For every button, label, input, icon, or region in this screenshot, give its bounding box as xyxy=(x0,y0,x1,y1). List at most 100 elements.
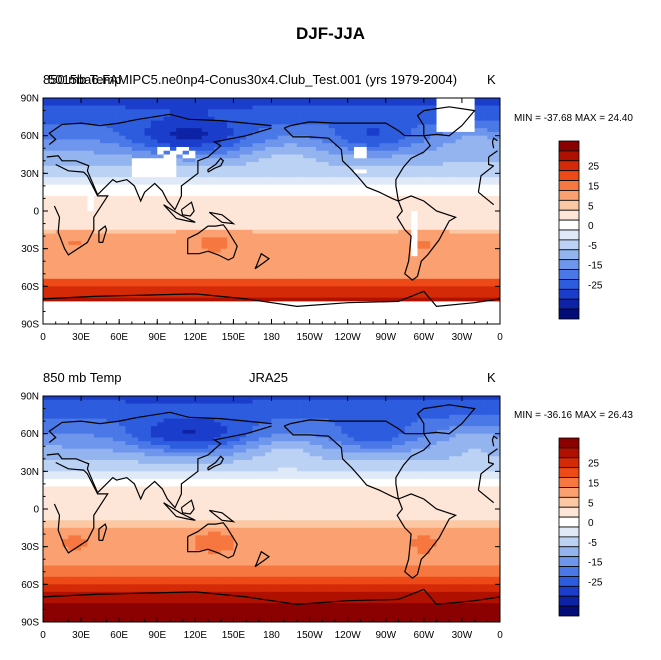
x-tick-label: 150W xyxy=(297,332,324,343)
colorbar-box xyxy=(558,249,580,261)
colorbar-box xyxy=(558,595,580,607)
x-tick-label: 120W xyxy=(335,630,362,641)
colorbar-box xyxy=(558,536,580,548)
panel2-minmax: MIN = -36.16 MAX = 26.43 xyxy=(514,410,633,421)
x-tick-label: 60E xyxy=(110,332,128,343)
colorbar-box xyxy=(558,605,580,617)
x-tick-label: 120E xyxy=(184,630,208,641)
colorbar-label: -5 xyxy=(588,241,597,252)
x-tick-label: 0 xyxy=(497,630,503,641)
colorbar-label: 25 xyxy=(588,459,600,470)
x-tick-label: 60W xyxy=(414,332,435,343)
colorbar-box xyxy=(558,229,580,241)
x-tick-label: 150E xyxy=(222,630,246,641)
colorbar-box xyxy=(558,160,580,172)
panel1-center-title: 5015ba6.FAMIPC5.ne0np4-Conus30x4.Club_Te… xyxy=(48,72,458,87)
colorbar-label: -15 xyxy=(588,261,603,272)
colorbar-box xyxy=(558,140,580,152)
y-tick-label: 30S xyxy=(21,244,39,255)
x-tick-label: 120W xyxy=(335,332,362,343)
colorbar-box xyxy=(558,259,580,270)
y-tick-label: 30S xyxy=(21,542,39,553)
x-tick-label: 0 xyxy=(497,332,503,343)
figure-title: DJF-JJA xyxy=(296,24,365,43)
panel2-units: K xyxy=(487,370,496,385)
panel2-center-title: JRA25 xyxy=(249,370,289,385)
panel-1-colorbar: 25 15 5 0 -5 -15 -25 xyxy=(558,140,603,320)
x-tick-label: 90W xyxy=(375,332,396,343)
x-tick-label: 60E xyxy=(110,630,128,641)
panel-2-field xyxy=(43,396,500,622)
colorbar-box xyxy=(558,219,580,231)
colorbar-box xyxy=(558,566,580,577)
colorbar-box xyxy=(558,526,580,538)
colorbar-label: -15 xyxy=(588,558,603,569)
colorbar-box xyxy=(558,576,580,587)
x-tick-label: 180 xyxy=(263,630,280,641)
panel-2-colorbar: 25 15 5 0 -5 -15 -25 xyxy=(558,437,603,617)
colorbar-box xyxy=(558,269,580,280)
colorbar-box xyxy=(558,546,580,558)
panel1-left-title: 850 mb Temp xyxy=(43,72,122,87)
colorbar-box xyxy=(558,467,580,478)
colorbar-box xyxy=(558,199,580,211)
y-tick-label: 90S xyxy=(21,618,39,629)
y-tick-label: 90N xyxy=(21,392,39,403)
colorbar-box xyxy=(558,516,580,528)
colorbar-label: -25 xyxy=(588,577,603,588)
colorbar-label: 5 xyxy=(588,201,594,212)
y-tick-label: 0 xyxy=(33,505,39,516)
panel-1: 0 30E 60E 90E 120E 150E 180 150W 120W 90W 60W 30W 09… xyxy=(21,94,603,344)
colorbar-box xyxy=(558,487,580,498)
colorbar-box xyxy=(558,437,580,449)
y-tick-label: 90S xyxy=(21,320,39,331)
y-tick-label: 30N xyxy=(21,467,39,478)
y-tick-label: 0 xyxy=(33,207,39,218)
panel2-left-title: 850 mb Temp xyxy=(43,370,122,385)
y-tick-label: 60S xyxy=(21,580,39,591)
colorbar-label: 0 xyxy=(588,221,594,232)
colorbar-box xyxy=(558,457,580,469)
colorbar-box xyxy=(558,190,580,201)
colorbar-box xyxy=(558,180,580,191)
x-tick-label: 30E xyxy=(72,332,90,343)
colorbar-box xyxy=(558,447,580,459)
panel1-units: K xyxy=(487,72,496,87)
y-tick-label: 60S xyxy=(21,282,39,293)
colorbar-box xyxy=(558,308,580,320)
x-tick-label: 120E xyxy=(184,332,208,343)
x-tick-label: 180 xyxy=(263,332,280,343)
colorbar-box xyxy=(558,288,580,300)
colorbar-box xyxy=(558,556,580,567)
panel-2: 0 30E 60E 90E 120E 150E 180 150W 120W 90W 60W 30W 0 9… xyxy=(21,392,603,642)
x-tick-label: 60W xyxy=(414,630,435,641)
x-tick-label: 90E xyxy=(148,630,166,641)
y-tick-label: 60N xyxy=(21,131,39,142)
x-tick-label: 30W xyxy=(452,630,473,641)
x-tick-label: 0 xyxy=(40,332,46,343)
colorbar-label: -5 xyxy=(588,538,597,549)
colorbar-label: -25 xyxy=(588,280,603,291)
x-tick-label: 30W xyxy=(452,332,473,343)
x-tick-label: 150W xyxy=(297,630,324,641)
colorbar-label: 5 xyxy=(588,498,594,509)
colorbar-box xyxy=(558,477,580,488)
colorbar-box xyxy=(558,585,580,597)
colorbar-label: 25 xyxy=(588,162,600,173)
x-tick-label: 150E xyxy=(222,332,246,343)
x-tick-label: 90W xyxy=(375,630,396,641)
x-tick-label: 30E xyxy=(72,630,90,641)
colorbar-label: 15 xyxy=(588,182,600,193)
colorbar-box xyxy=(558,209,580,221)
colorbar-box xyxy=(558,279,580,290)
colorbar-box xyxy=(558,496,580,508)
x-tick-label: 90E xyxy=(148,332,166,343)
panel-1-field xyxy=(43,98,500,324)
colorbar-label: 0 xyxy=(588,518,594,529)
colorbar-box xyxy=(558,239,580,251)
colorbar-box xyxy=(558,506,580,518)
y-tick-label: 30N xyxy=(21,169,39,180)
colorbar-box xyxy=(558,298,580,310)
